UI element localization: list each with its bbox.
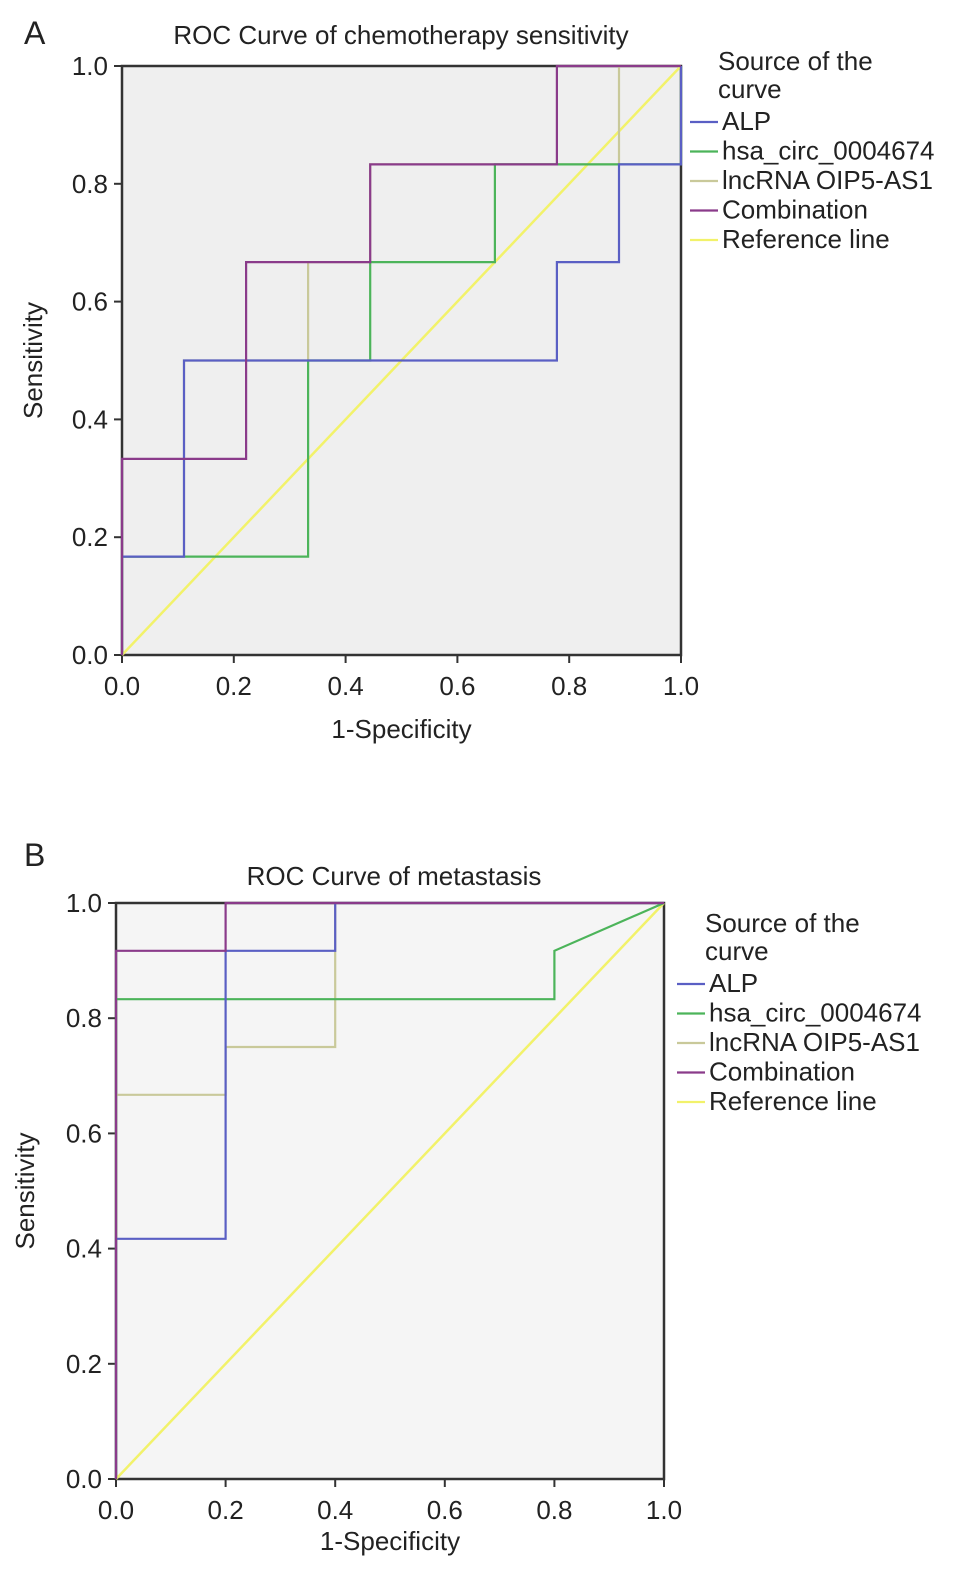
series-line-hsa-circ-0004674: [120, 66, 683, 655]
legend-item: Combination: [690, 195, 868, 225]
legend-item: lncRNA OIP5-AS1: [677, 1027, 920, 1057]
legend-label: lncRNA OIP5-AS1: [709, 1027, 920, 1057]
y-tick-label: 0.2: [66, 1349, 102, 1379]
legend-item: ALP: [690, 106, 771, 136]
legend-label: hsa_circ_0004674: [709, 998, 922, 1028]
y-tick-label: 1.0: [66, 888, 102, 918]
y-tick-label: 0.8: [72, 169, 108, 199]
x-tick-label: 0.2: [216, 671, 252, 701]
chart-panel-A: A ROC Curve of chemotherapy sensitivity 0.…: [18, 15, 935, 744]
x-tick-label: 1.0: [646, 1495, 682, 1525]
legend-item: Combination: [677, 1057, 855, 1087]
y-tick-label: 1.0: [72, 51, 108, 81]
legend-label: Combination: [722, 195, 868, 225]
x-tick-label: 0.8: [536, 1495, 572, 1525]
x-tick-label: 0.4: [328, 671, 364, 701]
y-tick-label: 0.8: [66, 1003, 102, 1033]
x-tick-label: 0.4: [317, 1495, 353, 1525]
legend-item: Reference line: [677, 1086, 877, 1116]
y-tick-label: 0.4: [72, 404, 108, 434]
x-tick-label: 0.6: [427, 1495, 463, 1525]
x-tick-label: 0.0: [104, 671, 140, 701]
y-tick-label: 0.4: [66, 1234, 102, 1264]
series-line-reference-line: [115, 902, 665, 1480]
y-tick-label: 0.0: [72, 640, 108, 670]
legend-item: hsa_circ_0004674: [690, 136, 935, 166]
legend-item: Reference line: [690, 224, 890, 254]
series-line-alp: [120, 66, 683, 655]
legend-item: hsa_circ_0004674: [677, 998, 922, 1028]
y-tick-label: 0.6: [66, 1118, 102, 1148]
x-tick-label: 0.6: [439, 671, 475, 701]
chart-title: ROC Curve of chemotherapy sensitivity: [173, 20, 628, 50]
y-tick-label: 0.2: [72, 522, 108, 552]
x-axis-label: 1-Specificity: [331, 714, 471, 744]
legend-title: Source of the curve: [705, 908, 860, 966]
legend-label: ALP: [709, 968, 758, 998]
legend-label: Reference line: [709, 1086, 877, 1116]
y-axis-label: Sensitivity: [10, 1132, 40, 1249]
y-axis-label: Sensitivity: [18, 302, 48, 419]
legend-label: hsa_circ_0004674: [722, 136, 935, 166]
x-tick-label: 0.2: [208, 1495, 244, 1525]
y-tick-label: 0.0: [66, 1464, 102, 1494]
chart-title: ROC Curve of metastasis: [247, 861, 542, 891]
series-line-combination: [114, 901, 664, 1479]
panel-label: B: [24, 837, 45, 873]
legend-label: Combination: [709, 1057, 855, 1087]
legend-label: Reference line: [722, 224, 890, 254]
x-tick-label: 0.8: [551, 671, 587, 701]
legend-item: ALP: [677, 968, 758, 998]
chart-panel-B: B ROC Curve of metastasis 0.0 0.2 0.4 0.6 0.8 1…: [10, 837, 922, 1556]
y-tick-label: 0.6: [72, 287, 108, 317]
legend-item: lncRNA OIP5-AS1: [690, 165, 933, 195]
legend-label: lncRNA OIP5-AS1: [722, 165, 933, 195]
series-line-combination: [120, 64, 681, 655]
panel-label: A: [24, 15, 46, 51]
x-tick-label: 0.0: [98, 1495, 134, 1525]
x-axis-label: 1-Specificity: [320, 1526, 460, 1556]
legend-label: ALP: [722, 106, 771, 136]
x-tick-label: 1.0: [663, 671, 699, 701]
legend-title: Source of the curve: [718, 46, 873, 104]
